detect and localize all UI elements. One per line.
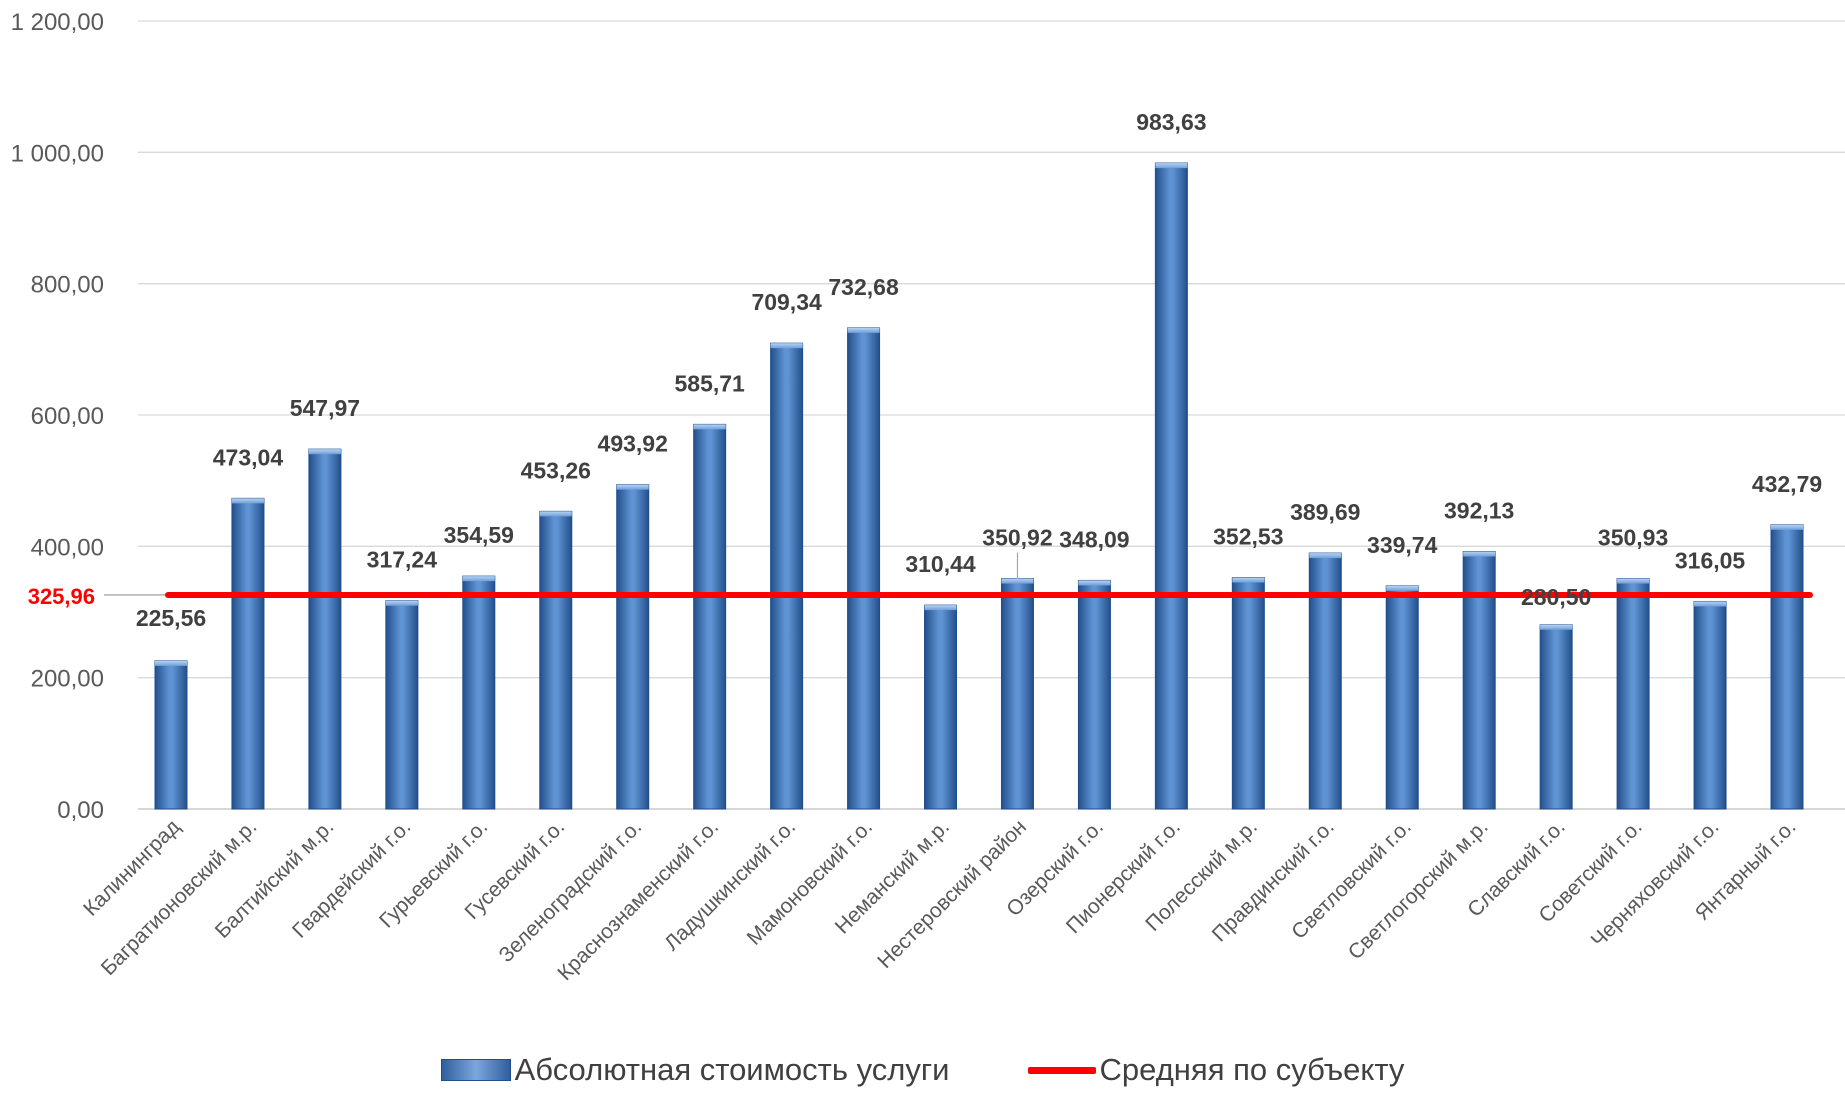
bar xyxy=(1000,578,1034,810)
data-label: 310,44 xyxy=(905,551,976,577)
bar xyxy=(770,342,804,810)
legend-line-swatch xyxy=(1027,1066,1096,1074)
bar xyxy=(154,660,188,810)
bar xyxy=(1462,551,1496,810)
data-label: 493,92 xyxy=(598,431,668,457)
bar xyxy=(1231,577,1265,810)
average-reference: 325,96 xyxy=(28,584,1813,609)
legend-bar-swatch xyxy=(440,1059,511,1081)
data-label: 709,34 xyxy=(751,289,822,315)
bar-top xyxy=(1694,601,1727,607)
y-tick-label: 200,00 xyxy=(31,666,104,693)
bar-top xyxy=(1617,578,1650,584)
bar xyxy=(539,510,573,810)
x-tick-label: Багратионовский м.р. xyxy=(97,815,262,980)
x-tick-label: Ладушкинский г.о. xyxy=(660,815,800,955)
bar xyxy=(385,600,419,810)
bar-top xyxy=(308,449,341,455)
bar-top xyxy=(1078,580,1111,586)
y-tick-label: 0,00 xyxy=(57,797,104,824)
x-tick-label: Нестеровский район xyxy=(873,815,1031,973)
bar-top xyxy=(1386,585,1419,591)
y-axis-ticks: 0,00 200,00 400,00 600,00 800,00 1 000,00 1 20… xyxy=(11,9,104,824)
bar xyxy=(1154,162,1188,810)
bar xyxy=(1308,552,1342,810)
y-tick-label: 400,00 xyxy=(31,534,104,561)
legend: Абсолютная стоимость услуги Средняя по с… xyxy=(0,1048,1845,1092)
data-label: 392,13 xyxy=(1444,498,1514,524)
bar-top xyxy=(1232,577,1265,583)
bars xyxy=(154,162,1804,810)
x-tick-label: Черняховский г.о. xyxy=(1587,815,1724,952)
data-label: 339,74 xyxy=(1367,532,1438,558)
bar xyxy=(924,604,958,810)
data-label: 585,71 xyxy=(674,370,745,396)
bar xyxy=(1077,579,1111,810)
bar-top xyxy=(1463,551,1496,557)
x-tick-label: Светлогорский м.р. xyxy=(1344,815,1493,964)
bar xyxy=(847,327,881,810)
y-tick-label: 800,00 xyxy=(31,272,104,299)
bar-top xyxy=(385,600,418,606)
bar-top xyxy=(693,424,726,430)
data-label: 732,68 xyxy=(828,274,899,300)
bar xyxy=(1539,624,1573,810)
data-label: 473,04 xyxy=(213,444,284,470)
data-label: 350,92 xyxy=(982,525,1052,551)
data-label: 350,93 xyxy=(1598,525,1668,551)
data-label: 316,05 xyxy=(1675,547,1746,573)
bar xyxy=(1385,585,1419,810)
bar-top xyxy=(462,576,495,582)
legend-item-bars: Абсолютная стоимость услуги xyxy=(440,1052,950,1088)
bar xyxy=(231,497,265,810)
bar-top xyxy=(1540,624,1573,630)
data-label: 225,56 xyxy=(136,605,206,631)
average-value-label: 325,96 xyxy=(28,584,95,609)
legend-item-average: Средняя по субъекту xyxy=(1027,1052,1405,1088)
bar xyxy=(308,448,342,810)
bar-top xyxy=(1771,524,1803,530)
data-label: 280,50 xyxy=(1521,584,1591,610)
bar xyxy=(693,423,727,810)
legend-label-bars: Абсолютная стоимость услуги xyxy=(514,1052,950,1087)
bar-top xyxy=(539,511,572,517)
legend-label-average: Средняя по субъекту xyxy=(1099,1052,1405,1087)
data-label: 352,53 xyxy=(1213,524,1283,550)
bar-top xyxy=(847,327,880,333)
data-label: 389,69 xyxy=(1290,499,1360,525)
bar xyxy=(462,575,496,810)
bar xyxy=(616,484,650,810)
bar-top xyxy=(616,484,649,490)
y-tick-label: 1 200,00 xyxy=(11,9,104,36)
data-label: 547,97 xyxy=(290,395,360,421)
data-label: 317,24 xyxy=(367,547,438,573)
bar-top xyxy=(1309,553,1342,559)
bar-top xyxy=(231,498,264,504)
bar xyxy=(1616,578,1650,810)
data-label: 354,59 xyxy=(444,522,514,548)
y-tick-label: 600,00 xyxy=(31,403,104,430)
y-tick-label: 1 000,00 xyxy=(11,140,104,167)
data-label: 348,09 xyxy=(1059,526,1129,552)
bar-top xyxy=(924,605,957,611)
gridlines xyxy=(138,20,1845,810)
bar-top xyxy=(1001,578,1034,584)
x-tick-label: Зеленоградский г.о. xyxy=(495,815,647,967)
data-label: 432,79 xyxy=(1752,471,1822,497)
bar-top xyxy=(770,343,803,349)
bar-top xyxy=(1155,163,1188,169)
bar xyxy=(1693,600,1727,810)
bar xyxy=(1770,524,1804,810)
data-label: 453,26 xyxy=(521,457,591,483)
data-label: 983,63 xyxy=(1136,109,1206,135)
bar-top xyxy=(155,660,187,666)
